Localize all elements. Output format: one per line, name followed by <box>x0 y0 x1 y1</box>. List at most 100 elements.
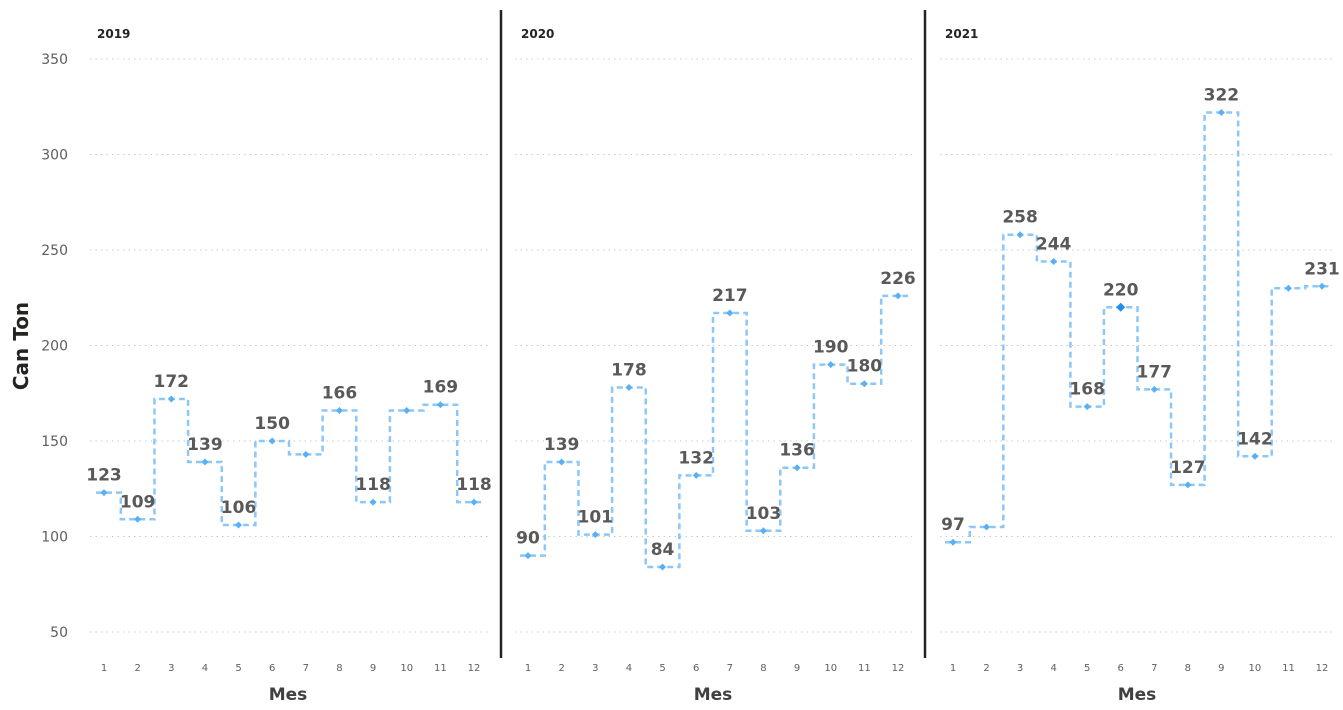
x-tick-label: 8 <box>1185 663 1191 674</box>
data-point <box>726 309 734 317</box>
x-tick-label: 11 <box>434 663 447 674</box>
x-axis-title: Mes <box>269 685 308 705</box>
data-point <box>625 384 633 392</box>
data-label: 322 <box>1204 85 1240 105</box>
data-label: 150 <box>254 414 290 434</box>
series-line-2021 <box>945 111 1332 544</box>
data-point <box>860 380 868 388</box>
x-tick-label: 8 <box>336 663 342 674</box>
data-label: 244 <box>1036 234 1072 254</box>
data-label: 84 <box>651 540 675 560</box>
data-label: 190 <box>813 338 849 358</box>
data-label: 169 <box>423 378 459 398</box>
data-point <box>235 521 243 529</box>
x-tick-label: 5 <box>235 663 241 674</box>
data-point <box>1251 452 1259 460</box>
data-point <box>100 489 108 497</box>
data-point <box>167 395 175 403</box>
data-point <box>201 458 209 466</box>
data-point <box>470 498 478 506</box>
x-tick-label: 11 <box>1282 663 1295 674</box>
x-tick-label: 5 <box>1084 663 1090 674</box>
data-label: 139 <box>544 435 580 455</box>
x-tick-label: 10 <box>400 663 413 674</box>
data-label: 180 <box>847 357 883 377</box>
x-tick-label: 1 <box>101 663 107 674</box>
data-label: 132 <box>678 448 714 468</box>
data-label: 101 <box>578 508 614 528</box>
data-point <box>403 406 411 414</box>
data-label: 90 <box>516 529 540 549</box>
data-point <box>1217 108 1225 116</box>
data-point <box>949 538 957 546</box>
x-tick-label: 2 <box>134 663 140 674</box>
data-point <box>591 531 599 539</box>
data-label: 178 <box>611 361 647 381</box>
series-line-2020 <box>520 294 908 569</box>
x-tick-label: 10 <box>1249 663 1262 674</box>
data-point <box>1050 257 1058 265</box>
data-label: 109 <box>120 492 156 512</box>
y-tick-label: 50 <box>50 625 68 641</box>
x-tick-label: 7 <box>303 663 309 674</box>
y-tick-label: 150 <box>41 434 68 450</box>
data-point <box>1116 302 1126 312</box>
panel-title: 2021 <box>945 27 978 41</box>
data-point <box>369 498 377 506</box>
data-point <box>983 523 991 531</box>
x-tick-label: 1 <box>525 663 531 674</box>
data-point <box>1016 231 1024 239</box>
data-point <box>759 527 767 535</box>
x-tick-label: 4 <box>202 663 208 674</box>
x-tick-label: 3 <box>1017 663 1023 674</box>
data-label: 136 <box>779 441 815 461</box>
data-label: 177 <box>1137 362 1173 382</box>
data-point <box>134 515 142 523</box>
x-tick-label: 12 <box>1316 663 1329 674</box>
y-tick-label: 250 <box>41 243 68 259</box>
x-tick-label: 6 <box>693 663 699 674</box>
y-tick-label: 350 <box>41 52 68 68</box>
data-point <box>793 464 801 472</box>
data-label: 123 <box>86 466 122 486</box>
panel-title: 2019 <box>97 27 130 41</box>
data-label: 166 <box>322 383 358 403</box>
data-point <box>558 458 566 466</box>
x-tick-label: 4 <box>626 663 632 674</box>
y-tick-label: 200 <box>41 339 68 355</box>
data-label: 139 <box>187 435 223 455</box>
data-label: 127 <box>1170 458 1206 478</box>
series-line-2019 <box>96 397 484 527</box>
data-point <box>268 437 276 445</box>
x-tick-label: 5 <box>659 663 665 674</box>
x-tick-label: 6 <box>1118 663 1124 674</box>
x-tick-label: 12 <box>468 663 481 674</box>
x-tick-label: 9 <box>370 663 376 674</box>
x-tick-label: 3 <box>168 663 174 674</box>
data-label: 220 <box>1103 280 1139 300</box>
data-label: 97 <box>941 515 965 535</box>
data-point <box>335 406 343 414</box>
x-tick-label: 2 <box>558 663 564 674</box>
x-tick-label: 8 <box>760 663 766 674</box>
data-label: 168 <box>1069 380 1105 400</box>
y-axis-title: Can Ton <box>9 302 33 390</box>
data-label: 106 <box>221 498 257 518</box>
data-point <box>692 471 700 479</box>
x-tick-label: 1 <box>950 663 956 674</box>
x-tick-label: 2 <box>983 663 989 674</box>
data-label: 118 <box>456 475 492 495</box>
y-tick-label: 100 <box>41 530 68 546</box>
data-point <box>894 292 902 300</box>
panel-title: 2020 <box>521 27 554 41</box>
x-tick-label: 12 <box>892 663 905 674</box>
x-tick-label: 4 <box>1050 663 1056 674</box>
data-point <box>436 401 444 409</box>
y-tick-label: 300 <box>41 148 68 164</box>
data-point <box>1150 385 1158 393</box>
data-point <box>524 552 532 560</box>
data-point <box>827 361 835 369</box>
data-label: 217 <box>712 286 748 306</box>
data-point <box>659 563 667 571</box>
